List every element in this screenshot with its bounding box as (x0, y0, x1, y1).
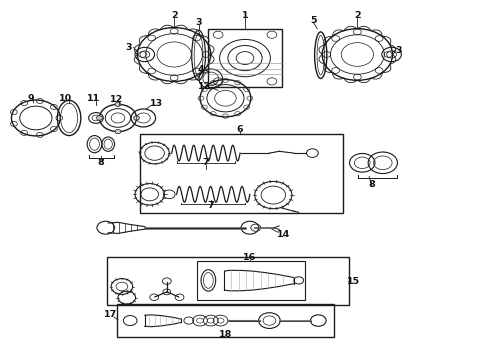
Text: 3: 3 (125, 43, 132, 52)
Text: 8: 8 (368, 180, 375, 189)
Text: 2: 2 (171, 11, 177, 20)
Text: 17: 17 (103, 310, 117, 319)
Text: 4: 4 (197, 65, 204, 74)
Text: 15: 15 (347, 276, 360, 285)
Text: 12: 12 (110, 95, 123, 104)
Circle shape (115, 102, 121, 107)
Bar (107, 257, 349, 305)
Text: 11: 11 (87, 94, 100, 103)
Bar (208, 30, 282, 87)
Text: 2: 2 (354, 11, 361, 20)
Text: 12: 12 (198, 82, 212, 91)
Circle shape (134, 116, 140, 120)
Text: 10: 10 (59, 94, 72, 103)
Text: 7: 7 (207, 201, 214, 210)
Bar (197, 261, 305, 300)
Text: 3: 3 (196, 18, 202, 27)
Text: 13: 13 (149, 99, 163, 108)
Text: 14: 14 (276, 230, 290, 239)
Bar (140, 134, 343, 213)
Text: 16: 16 (243, 253, 256, 262)
Text: 6: 6 (237, 125, 244, 134)
Circle shape (115, 130, 121, 134)
Text: 8: 8 (98, 158, 104, 167)
Bar (117, 305, 334, 337)
Text: 3: 3 (395, 46, 402, 55)
Text: 18: 18 (219, 330, 232, 339)
Text: 5: 5 (310, 15, 317, 24)
Circle shape (97, 116, 102, 120)
Text: 1: 1 (242, 10, 248, 19)
Text: 7: 7 (202, 158, 209, 167)
Text: 9: 9 (27, 94, 34, 103)
